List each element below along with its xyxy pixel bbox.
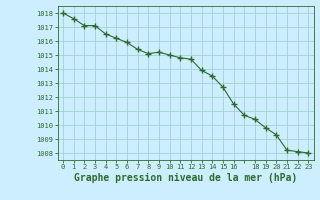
X-axis label: Graphe pression niveau de la mer (hPa): Graphe pression niveau de la mer (hPa) bbox=[74, 173, 297, 183]
